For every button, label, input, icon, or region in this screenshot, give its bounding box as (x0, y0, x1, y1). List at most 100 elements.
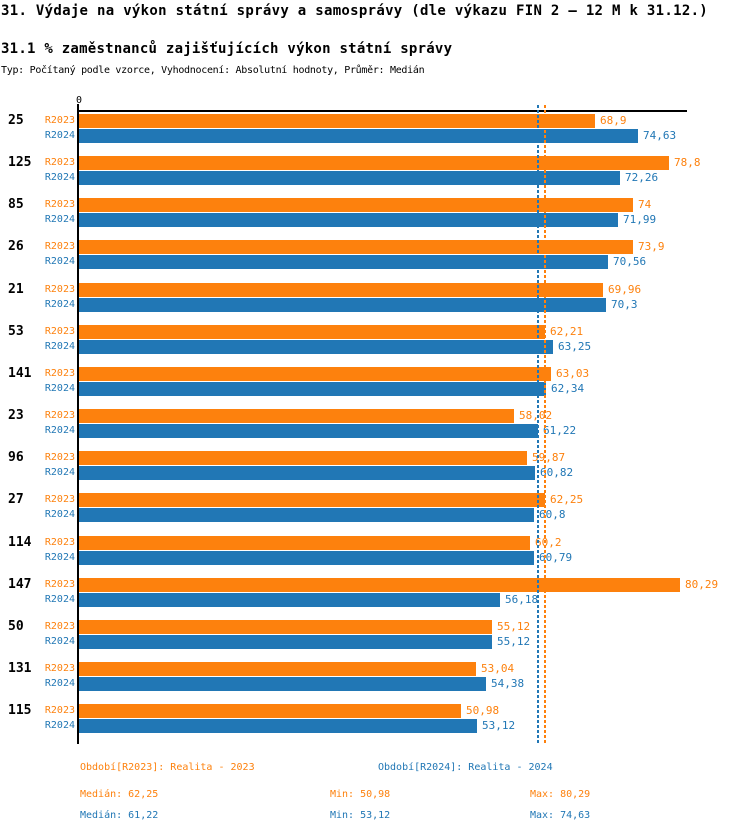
value-label-r2024: 53,12 (482, 719, 516, 732)
series-label-r2023: R2023 (44, 579, 75, 590)
bar-r2024 (79, 340, 553, 354)
series-label-r2023: R2023 (44, 494, 75, 505)
category-label: 131 (8, 661, 32, 676)
category-label: 115 (8, 703, 32, 718)
category-label: 147 (8, 577, 32, 592)
series-label-r2024: R2024 (44, 678, 75, 689)
bar-r2023 (79, 198, 633, 212)
stat-max-r2023: Max: 80,29 (530, 789, 591, 800)
bar-r2024 (79, 677, 486, 691)
bar-r2023 (79, 620, 492, 634)
value-label-r2023: 73,9 (638, 240, 665, 253)
series-label-r2023: R2023 (44, 663, 75, 674)
value-label-r2024: 54,38 (491, 677, 525, 690)
series-label-r2024: R2024 (44, 509, 75, 520)
bar-r2023 (79, 367, 551, 381)
series-label-r2023: R2023 (44, 452, 75, 463)
value-label-r2023: 62,25 (550, 493, 584, 506)
bar-r2023 (79, 662, 476, 676)
series-label-r2023: R2023 (44, 537, 75, 548)
series-label-r2023: R2023 (44, 410, 75, 421)
chart-title: 31. Výdaje na výkon státní správy a samo… (1, 3, 709, 19)
value-label-r2023: 59,87 (532, 451, 566, 464)
series-label-r2024: R2024 (44, 341, 75, 352)
stat-median-r2023: Medián: 62,25 (80, 789, 159, 800)
x-axis-zero-tick-label: 0 (75, 95, 83, 106)
series-label-r2024: R2024 (44, 172, 75, 183)
series-label-r2024: R2024 (44, 130, 75, 141)
bar-r2024 (79, 382, 546, 396)
value-label-r2023: 74 (638, 198, 652, 211)
value-label-r2024: 71,99 (623, 213, 657, 226)
series-label-r2024: R2024 (44, 425, 75, 436)
stat-min-r2023: Min: 50,98 (330, 789, 391, 800)
series-label-r2023: R2023 (44, 241, 75, 252)
category-label: 23 (8, 408, 24, 423)
series-label-r2024: R2024 (44, 636, 75, 647)
stat-median-r2024: Medián: 61,22 (80, 810, 159, 821)
series-label-r2024: R2024 (44, 720, 75, 731)
bar-r2023 (79, 409, 514, 423)
value-label-r2024: 70,56 (613, 255, 647, 268)
value-label-r2024: 74,63 (643, 129, 677, 142)
bar-r2023 (79, 114, 595, 128)
value-label-r2023: 78,8 (674, 156, 701, 169)
series-label-r2024: R2024 (44, 256, 75, 267)
bar-r2024 (79, 719, 477, 733)
category-label: 114 (8, 535, 32, 550)
series-label-r2023: R2023 (44, 368, 75, 379)
value-label-r2023: 80,29 (685, 578, 719, 591)
bar-r2024 (79, 298, 606, 312)
bar-r2024 (79, 255, 608, 269)
series-label-r2024: R2024 (44, 383, 75, 394)
value-label-r2023: 55,12 (497, 620, 531, 633)
series-label-r2024: R2024 (44, 594, 75, 605)
median-line-r2023 (544, 105, 546, 744)
category-label: 25 (8, 113, 24, 128)
series-label-r2023: R2023 (44, 284, 75, 295)
bar-r2023 (79, 451, 527, 465)
bar-r2023 (79, 325, 545, 339)
series-label-r2024: R2024 (44, 214, 75, 225)
category-label: 26 (8, 239, 24, 254)
bar-r2024 (79, 213, 618, 227)
bar-r2023 (79, 156, 669, 170)
bar-r2024 (79, 508, 534, 522)
y-axis-line (77, 104, 79, 744)
category-label: 141 (8, 366, 32, 381)
bar-r2024 (79, 551, 534, 565)
stat-min-r2024: Min: 53,12 (330, 810, 391, 821)
category-label: 27 (8, 492, 24, 507)
legend-label-r2023: Období[R2023]: Realita - 2023 (80, 762, 255, 773)
value-label-r2024: 60,82 (540, 466, 574, 479)
value-label-r2023: 50,98 (466, 704, 500, 717)
value-label-r2024: 60,79 (539, 551, 573, 564)
category-label: 21 (8, 282, 24, 297)
bar-r2023 (79, 283, 603, 297)
bar-r2024 (79, 466, 535, 480)
category-label: 53 (8, 324, 24, 339)
bar-r2024 (79, 635, 492, 649)
category-label: 50 (8, 619, 24, 634)
value-label-r2024: 62,34 (551, 382, 585, 395)
value-label-r2024: 60,8 (539, 508, 566, 521)
series-label-r2024: R2024 (44, 467, 75, 478)
series-label-r2023: R2023 (44, 157, 75, 168)
bar-r2024 (79, 171, 620, 185)
bar-r2024 (79, 129, 638, 143)
bar-r2023 (79, 704, 461, 718)
bar-r2024 (79, 424, 538, 438)
chart-meta-line: Typ: Počítaný podle vzorce, Vyhodnocení:… (1, 65, 425, 76)
series-label-r2023: R2023 (44, 705, 75, 716)
series-label-r2023: R2023 (44, 115, 75, 126)
value-label-r2023: 60,2 (535, 536, 562, 549)
series-label-r2023: R2023 (44, 621, 75, 632)
stat-max-r2024: Max: 74,63 (530, 810, 591, 821)
value-label-r2023: 53,04 (481, 662, 515, 675)
bar-r2023 (79, 536, 530, 550)
value-label-r2024: 63,25 (558, 340, 592, 353)
value-label-r2024: 56,18 (505, 593, 539, 606)
value-label-r2024: 70,3 (611, 298, 638, 311)
bar-r2023 (79, 493, 545, 507)
